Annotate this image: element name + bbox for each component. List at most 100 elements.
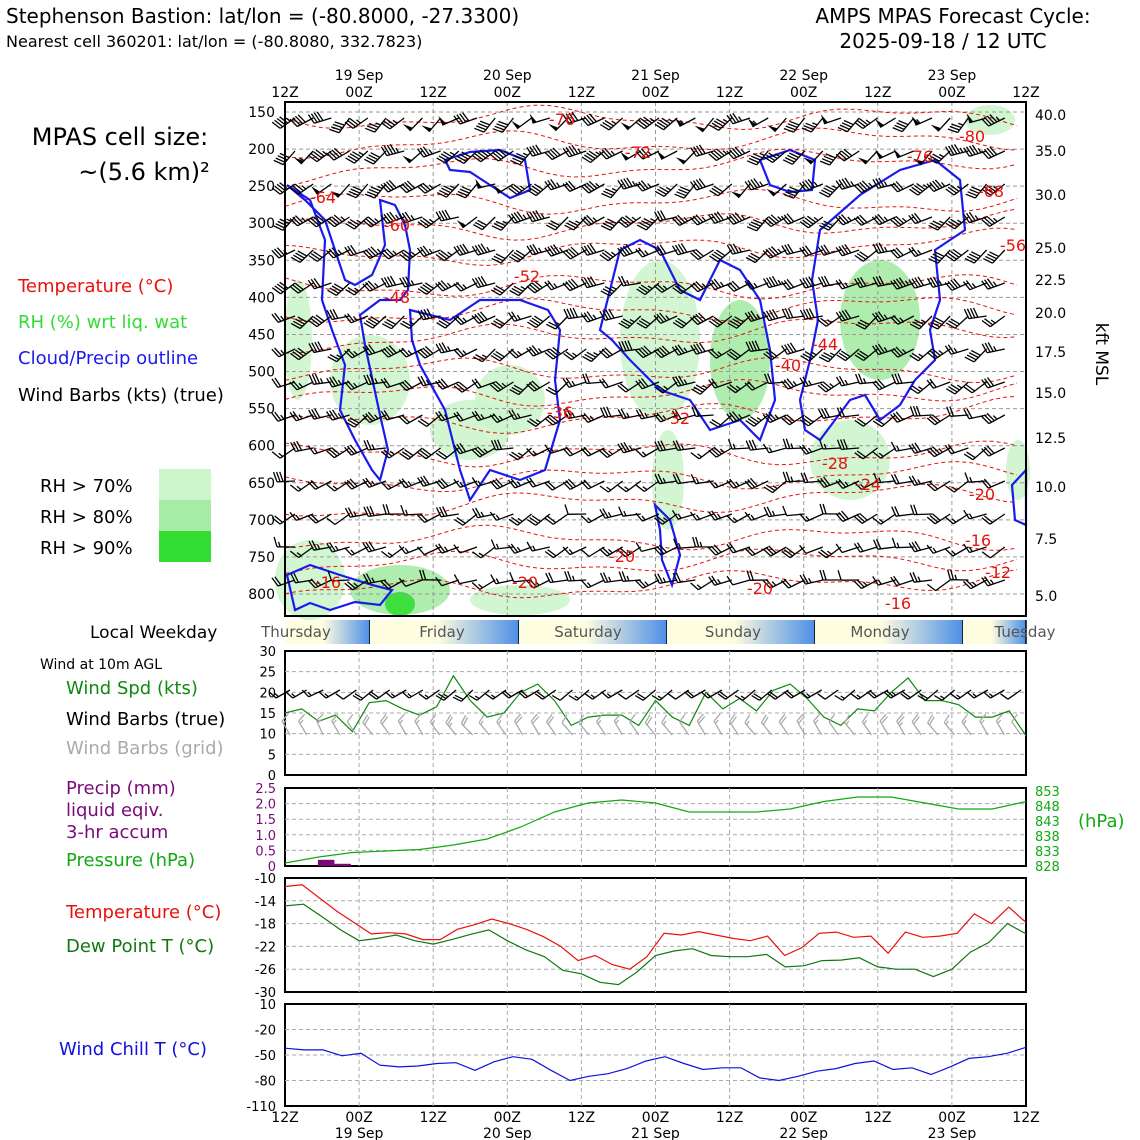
upper-wind-barb-feather — [380, 378, 388, 388]
upper-wind-barb-half-feather — [577, 148, 582, 154]
upper-wind-barb-feather — [835, 543, 843, 553]
upper-wind-barb-feather — [893, 279, 901, 289]
upper-wind-barb-feather — [472, 508, 479, 519]
upper-wind-barb-feather — [890, 349, 899, 358]
upper-wind-barb — [672, 572, 696, 584]
upper-wind-barb-feather — [768, 216, 777, 224]
upper-wind-barb-feather — [344, 547, 353, 556]
upper-wind-barb-feather — [620, 442, 627, 453]
upper-wind-barb-half-feather — [558, 247, 564, 253]
upper-wind-barb — [307, 445, 332, 455]
wind10m-barb-true — [883, 689, 906, 699]
upper-wind-barb-feather — [435, 343, 442, 354]
upper-wind-barb-feather — [911, 186, 921, 194]
upper-wind-barb-feather — [289, 187, 299, 195]
upper-wind-barb-half-feather — [462, 284, 467, 289]
upper-wind-barb-feather — [310, 480, 319, 489]
upper-wind-barb-feather — [453, 316, 462, 326]
upper-wind-barb-half-feather — [847, 216, 852, 222]
upper-wind-barb — [635, 148, 660, 160]
upper-wind-barb-feather — [526, 478, 534, 488]
upper-wind-barb-feather — [333, 214, 343, 223]
upper-wind-barb-half-feather — [286, 218, 292, 222]
wind-barbs-grid-label: Wind Barbs (grid) — [66, 738, 224, 759]
upper-wind-barb-feather — [490, 539, 497, 550]
upper-wind-barb-feather — [492, 413, 501, 422]
upper-wind-barb-feather — [328, 217, 338, 226]
upper-wind-barb-feather — [856, 579, 865, 588]
upper-wind-barb — [763, 480, 787, 494]
upper-wind-barb-feather — [965, 280, 974, 289]
upper-wind-barb-feather — [493, 320, 503, 327]
upper-wind-barb-feather — [932, 319, 943, 326]
wind10m-barb-grid-feather — [780, 716, 787, 725]
wind10m-barb-true-half-feather — [606, 693, 612, 698]
cell-size-line2: ~(5.6 km)² — [78, 158, 210, 186]
wind10m-barb-true-feather — [786, 690, 794, 698]
wind10m-barb-true-feather — [783, 691, 792, 699]
upper-wind-barb-half-feather — [826, 550, 832, 555]
upper-wind-barb-feather — [580, 313, 588, 323]
upper-wind-barb-feather — [898, 277, 907, 287]
upper-wind-barb-feather — [444, 209, 451, 220]
upper-wind-barb-feather — [657, 440, 664, 451]
wind10m-barb-grid — [460, 715, 474, 736]
upper-wind-barb-feather — [908, 214, 916, 224]
top-tick-label: 00Z — [345, 85, 372, 101]
upper-wind-barb-feather — [564, 504, 569, 515]
upper-wind-barb — [416, 513, 441, 523]
upper-wind-barb-feather — [438, 543, 446, 553]
precip-label-3: 3-hr accum — [66, 822, 168, 843]
wind10m-barb-grid-feather — [478, 714, 485, 724]
upper-wind-barb-feather — [801, 127, 812, 133]
upper-wind-barb-feather — [729, 320, 740, 327]
upper-wind-barb-feather — [624, 340, 630, 351]
bottom-date-label: 21 Sep — [631, 1126, 680, 1140]
upper-wind-barb-feather — [585, 373, 591, 384]
upper-wind-barb-feather — [820, 317, 830, 326]
upper-wind-barb-feather — [726, 575, 734, 586]
upper-wind-barb — [853, 579, 878, 590]
upper-wind-barb — [981, 576, 1006, 587]
upper-wind-barb-feather — [548, 572, 554, 583]
upper-wind-barb-feather — [417, 477, 424, 487]
upper-wind-barb-feather — [789, 152, 799, 159]
upper-wind-barb — [472, 216, 496, 231]
upper-wind-barb-feather — [608, 308, 615, 319]
upper-wind-barb-feather — [344, 121, 354, 129]
upper-wind-barb-feather — [674, 216, 683, 225]
temperature-contour-label: -20 — [747, 579, 773, 598]
upper-wind-barb — [417, 447, 441, 460]
upper-wind-barb-staff — [588, 546, 605, 558]
upper-wind-barb-feather — [440, 153, 451, 160]
upper-wind-barb-half-feather — [823, 443, 827, 450]
upper-wind-barb-feather — [388, 345, 397, 354]
wind10m-barb-grid-half-feather — [480, 720, 484, 726]
upper-wind-barb-feather — [716, 211, 725, 221]
upper-wind-barb-feather — [471, 449, 481, 458]
upper-wind-barb-feather — [362, 542, 370, 553]
upper-wind-barb-feather — [567, 248, 577, 257]
upper-wind-barb — [965, 183, 988, 199]
upper-wind-barb-feather — [965, 384, 976, 392]
upper-wind-barb-feather — [326, 450, 335, 459]
upper-wind-barb-feather — [656, 412, 664, 422]
upper-wind-barb-feather — [604, 347, 613, 356]
upper-wind-barb-feather — [983, 148, 992, 158]
upper-wind-barb-feather — [422, 569, 427, 581]
upper-wind-barb-feather — [853, 217, 862, 226]
upper-wind-barb — [599, 572, 623, 584]
wind10m-barb-true-feather — [719, 691, 729, 699]
upper-wind-barb — [930, 117, 951, 132]
upper-wind-barb-pennant — [675, 157, 686, 164]
upper-wind-barb-feather — [677, 317, 687, 325]
upper-wind-barb-half-feather — [340, 216, 346, 221]
upper-wind-barb — [782, 505, 805, 517]
upper-wind-barb-feather — [835, 247, 843, 257]
wind10m-barb-grid-staff — [429, 721, 441, 736]
upper-wind-barb-staff — [989, 513, 1006, 525]
wind10m-barb-grid-feather — [828, 714, 836, 723]
upper-wind-barb-feather — [329, 128, 340, 134]
wind10m-barb-grid-feather — [316, 713, 324, 721]
rh-blob — [840, 260, 920, 380]
